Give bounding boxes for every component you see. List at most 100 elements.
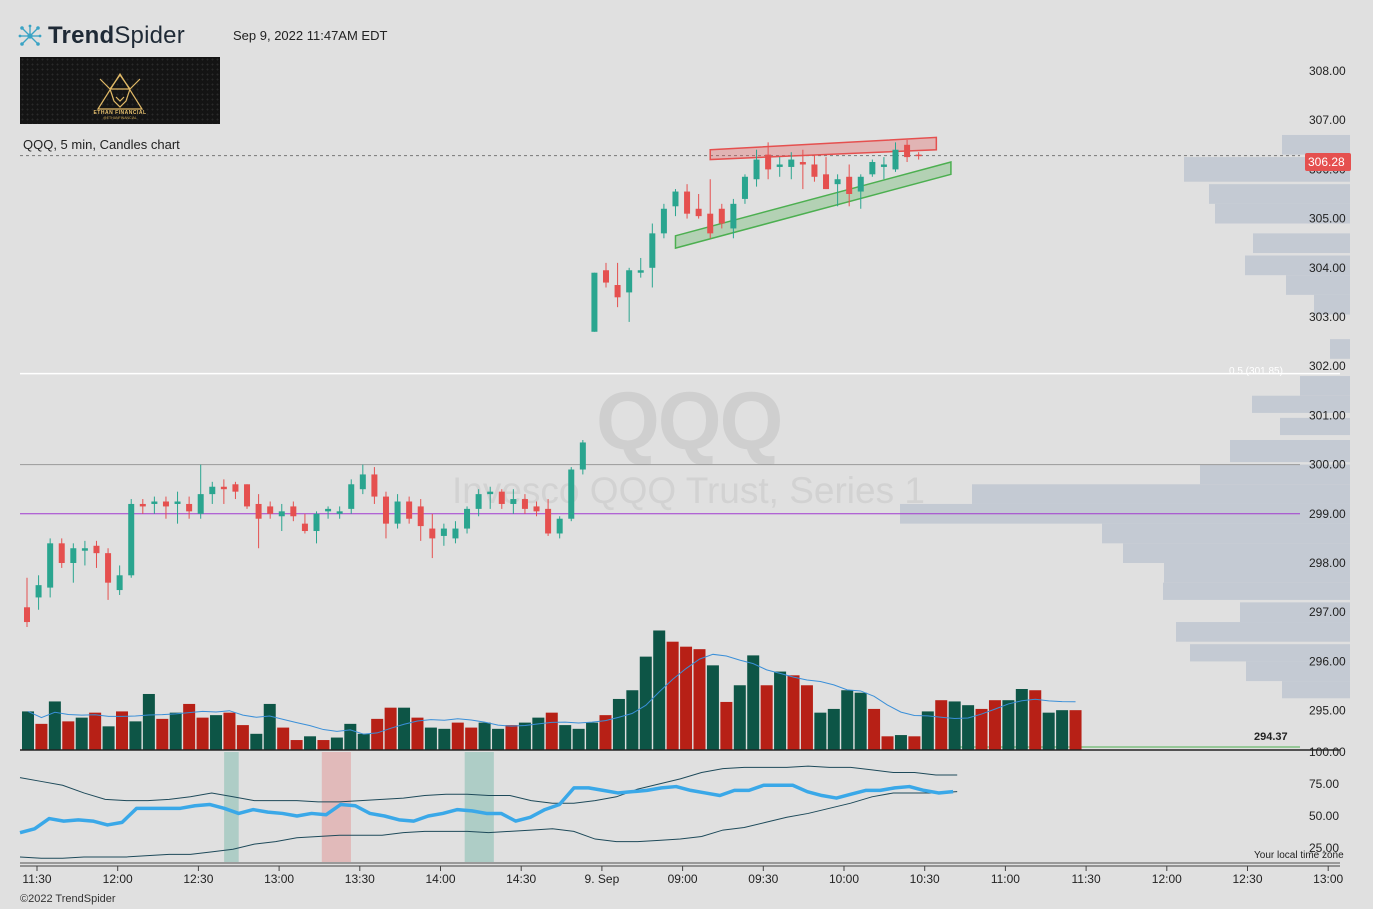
candle-body	[603, 270, 609, 283]
candle-body	[382, 496, 389, 524]
candle-body	[695, 208, 702, 217]
price-axis-label: 295.00	[1309, 704, 1346, 718]
time-axis-label: 09:00	[668, 872, 698, 886]
volume-bar	[1069, 710, 1082, 750]
candle-body	[47, 543, 54, 588]
rsi-upper-band	[19, 765, 958, 804]
volume-bar	[492, 728, 505, 750]
profile-bar	[1280, 417, 1350, 436]
candle-body	[70, 548, 77, 563]
volume-bar	[277, 727, 290, 750]
volume-bar	[290, 740, 303, 750]
volume-bar	[263, 703, 276, 750]
candle-body	[301, 523, 308, 532]
candle-body	[209, 486, 216, 495]
candle-body	[267, 506, 274, 514]
candle-body	[35, 585, 42, 598]
profile-bar	[1240, 602, 1350, 623]
volume-bars	[20, 630, 1340, 751]
candle-body	[406, 501, 413, 519]
volume-bar	[760, 685, 773, 750]
candle-body	[579, 442, 586, 470]
profile-bar	[1176, 622, 1350, 642]
candle-body	[255, 503, 262, 519]
price-axis[interactable]: 308.00307.00306.00305.00304.00303.00302.…	[1309, 64, 1346, 855]
candle-body	[325, 508, 332, 512]
volume-bar	[706, 665, 719, 750]
volume-bar	[518, 722, 531, 750]
volume-bar	[250, 733, 263, 750]
candle-body	[857, 176, 864, 192]
candle-body	[498, 491, 505, 504]
volume-bar	[532, 717, 545, 750]
volume-bar	[787, 675, 800, 750]
candle-body	[765, 154, 772, 170]
profile-bar	[1300, 376, 1350, 396]
volume-bar	[384, 707, 397, 750]
profile-bar	[972, 484, 1350, 504]
price-axis-label: 301.00	[1309, 408, 1346, 422]
price-axis-label: 298.00	[1309, 556, 1346, 570]
candle-body	[533, 506, 540, 512]
local-time-zone-label[interactable]: Your local time zone	[1254, 850, 1344, 861]
candle-body	[93, 545, 100, 554]
volume-bar	[89, 712, 102, 750]
price-axis-label: 300.00	[1309, 458, 1346, 472]
time-axis[interactable]: 11:30 12:00 12:30 13:00 13:30 14:00 14:30 9. Se…	[20, 865, 1344, 886]
profile-bar	[1252, 395, 1350, 413]
rsi-panel	[19, 752, 1340, 864]
time-axis-label: 13:30	[345, 872, 375, 886]
candle-body	[186, 503, 193, 512]
trendspider-logo[interactable]: TrendSpider	[18, 22, 185, 50]
candle-body	[510, 499, 517, 504]
time-axis-label: 11:00	[991, 872, 1020, 886]
volume-bar	[814, 712, 827, 750]
profile-bar	[1282, 134, 1350, 155]
candle-body	[753, 159, 760, 180]
rsi-oversold-zone	[464, 752, 494, 862]
rising-wedge-top[interactable]	[709, 136, 938, 161]
volume-bar	[478, 722, 491, 750]
price-axis-label: 305.00	[1309, 212, 1346, 226]
header: TrendSpider Sep 9, 2022 11:47AM EDT	[0, 0, 1373, 56]
volume-bar	[720, 701, 733, 750]
brand-name: TrendSpider	[48, 22, 185, 49]
candle-body	[799, 162, 806, 165]
candle-body	[336, 511, 343, 514]
candle-body	[394, 501, 401, 524]
candle-body	[591, 272, 598, 332]
candle-body	[811, 164, 818, 177]
candle-body	[556, 518, 563, 534]
volume-bar	[653, 630, 666, 750]
volume-bar	[680, 646, 693, 750]
candle-body	[429, 528, 436, 539]
volume-bar	[35, 723, 48, 750]
volume-bar	[317, 740, 330, 750]
volume-bar	[344, 723, 357, 750]
candle-body	[232, 484, 239, 492]
chart-symbol-label[interactable]: QQQ, 5 min, Candles chart	[23, 137, 180, 152]
ethan-financial-badge: ETHAN FINANCIAL @ETHANFINANCIAL	[20, 57, 220, 124]
price-axis-label: 308.00	[1309, 64, 1346, 78]
candle-body	[568, 469, 575, 519]
candle-body	[313, 513, 320, 532]
axis-overlays: 306.28 0.5 (301.85) 294.37	[1229, 153, 1351, 743]
time-axis-label: 14:00	[425, 872, 455, 886]
current-price-text: 306.28	[1308, 155, 1345, 169]
candle-body	[846, 176, 853, 194]
support-level-label: 294.37	[1254, 731, 1288, 743]
volume-bar	[545, 712, 558, 750]
time-axis-label: 14:30	[506, 872, 536, 886]
candle-body	[626, 270, 633, 293]
candle-body	[788, 159, 795, 167]
profile-bar	[1246, 661, 1350, 682]
candle-body	[220, 486, 227, 490]
volume-average-line	[27, 653, 1076, 735]
volume-bar	[666, 641, 679, 750]
volume-bar	[62, 721, 75, 750]
volume-bar	[559, 725, 572, 750]
volume-bar	[586, 722, 599, 750]
volume-bar	[411, 717, 424, 750]
price-axis-label: 297.00	[1309, 605, 1346, 619]
